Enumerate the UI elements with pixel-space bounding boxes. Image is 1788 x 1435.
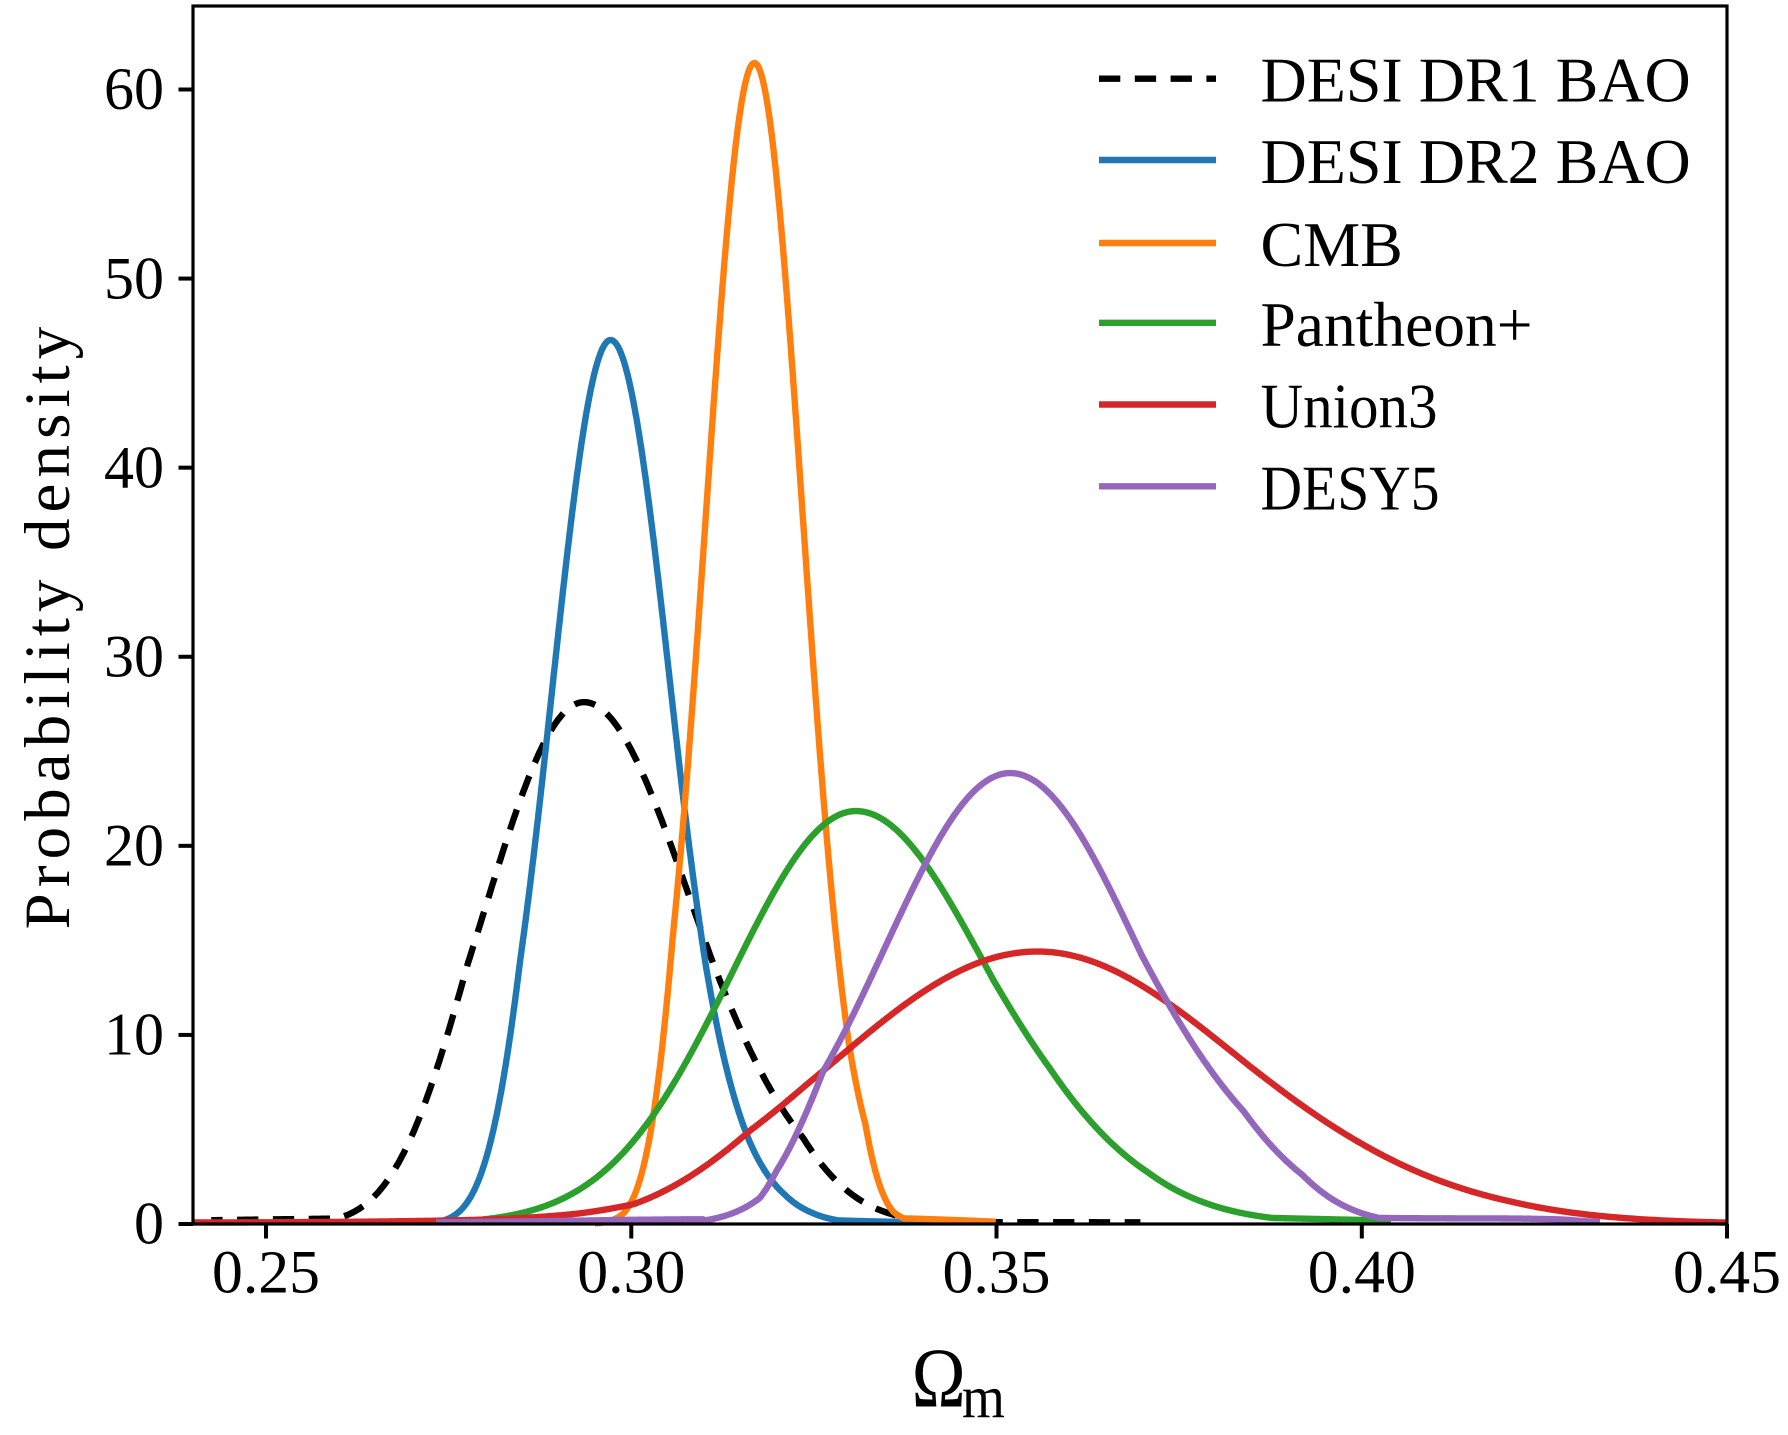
svg-text:0: 0 bbox=[134, 1191, 164, 1257]
svg-text:0.40: 0.40 bbox=[1308, 1240, 1416, 1307]
svg-text:30: 30 bbox=[104, 624, 164, 690]
svg-text:20: 20 bbox=[104, 813, 164, 879]
svg-text:0.30: 0.30 bbox=[577, 1240, 685, 1307]
svg-text:Union3: Union3 bbox=[1261, 371, 1438, 442]
svg-text:m: m bbox=[962, 1365, 1005, 1430]
svg-text:Pantheon+: Pantheon+ bbox=[1261, 289, 1533, 360]
svg-text:60: 60 bbox=[104, 56, 164, 122]
svg-text:0.35: 0.35 bbox=[943, 1240, 1051, 1307]
svg-text:50: 50 bbox=[104, 245, 164, 311]
svg-text:DESI DR1 BAO: DESI DR1 BAO bbox=[1261, 45, 1691, 116]
svg-text:40: 40 bbox=[104, 434, 164, 500]
svg-text:0.25: 0.25 bbox=[212, 1240, 320, 1307]
svg-text:CMB: CMB bbox=[1261, 209, 1403, 280]
svg-text:0.45: 0.45 bbox=[1673, 1240, 1781, 1307]
svg-text:10: 10 bbox=[104, 1002, 164, 1068]
svg-text:DESI DR2 BAO: DESI DR2 BAO bbox=[1261, 126, 1691, 197]
svg-text:Ω: Ω bbox=[912, 1332, 966, 1425]
svg-text:Probability density: Probability density bbox=[12, 321, 84, 930]
svg-text:DESY5: DESY5 bbox=[1261, 452, 1440, 523]
